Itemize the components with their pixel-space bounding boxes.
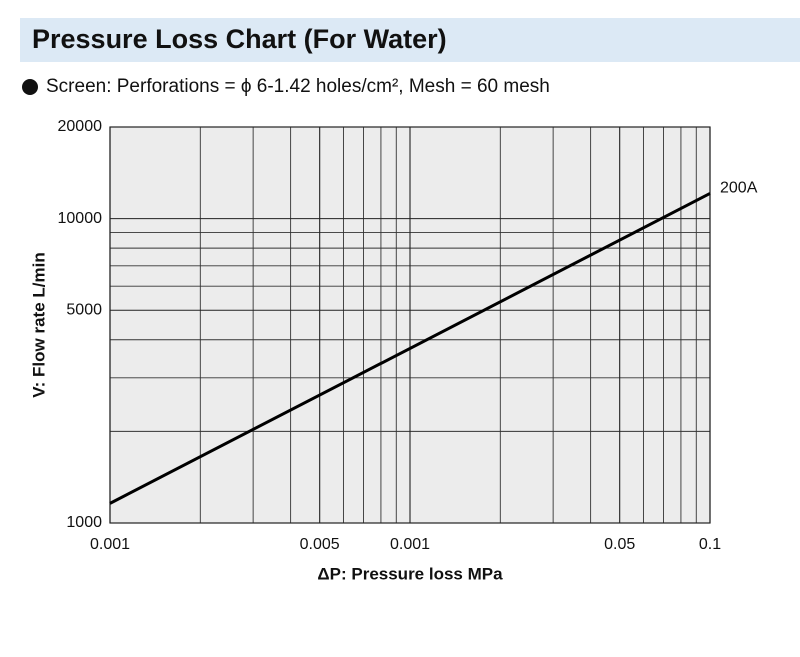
series-label: 200A: [720, 180, 758, 197]
x-tick-label: 0.001: [390, 536, 430, 553]
bullet: [22, 79, 38, 95]
x-tick-label: 0.05: [604, 536, 635, 553]
title-band: [20, 18, 800, 62]
chart-title: Pressure Loss Chart (For Water): [32, 24, 447, 54]
grid: [109, 126, 711, 524]
chart-subtitle: Screen: Perforations = ϕ 6-1.42 holes/cm…: [46, 76, 550, 97]
y-tick-label: 20000: [58, 118, 103, 135]
marks: [109, 192, 711, 505]
y-axis-label: V: Flow rate L/min: [29, 252, 48, 397]
x-tick-label: 0.005: [300, 536, 340, 553]
y-tick-label: 10000: [58, 210, 103, 227]
x-axis-label: ΔP: Pressure loss MPa: [317, 564, 503, 583]
y-tick-label: 1000: [66, 514, 102, 531]
y-tick-label: 5000: [66, 301, 102, 318]
series-line: [109, 192, 711, 505]
x-tick-label: 0.001: [90, 536, 130, 553]
x-tick-label: 0.1: [699, 536, 721, 553]
